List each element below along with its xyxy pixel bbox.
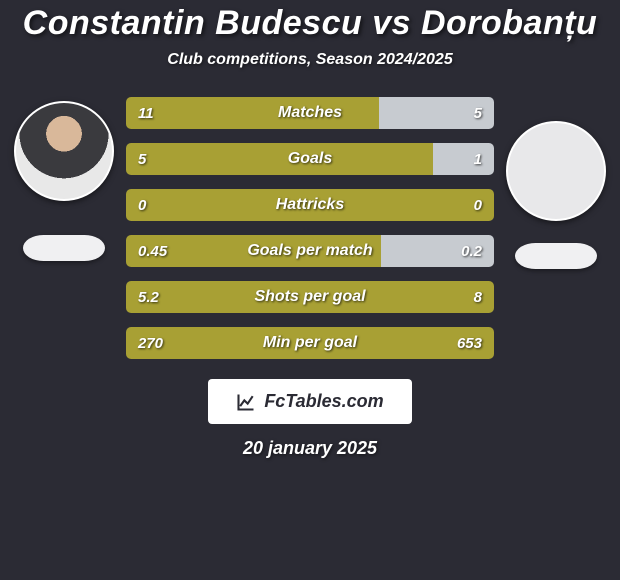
player1-team-badge bbox=[23, 235, 105, 261]
stat-bar-track bbox=[126, 143, 494, 175]
stat-bar-left bbox=[126, 281, 494, 313]
stat-bar-track bbox=[126, 281, 494, 313]
player2-name: Dorobanțu bbox=[421, 4, 597, 42]
stat-bar-track bbox=[126, 327, 494, 359]
stat-bar-left bbox=[126, 327, 494, 359]
vs-separator: vs bbox=[362, 4, 421, 42]
main-row: 11Matches5 5Goals1 0Hattricks0 0.45Goals pe… bbox=[0, 97, 620, 373]
stat-bar-left bbox=[126, 143, 433, 175]
stat-row: 11Matches5 bbox=[126, 97, 494, 129]
date-text: 20 january 2025 bbox=[243, 438, 377, 459]
footer: FcTables.com 20 january 2025 bbox=[0, 379, 620, 459]
stat-bar-right bbox=[381, 235, 494, 267]
stat-bar-right bbox=[379, 97, 494, 129]
player2-column bbox=[500, 97, 612, 373]
player1-avatar bbox=[14, 101, 114, 201]
stat-bar-left bbox=[126, 189, 494, 221]
stat-row: 270Min per goal653 bbox=[126, 327, 494, 359]
stat-row: 5.2Shots per goal8 bbox=[126, 281, 494, 313]
stat-bar-left bbox=[126, 235, 381, 267]
player1-column bbox=[8, 97, 120, 373]
player2-avatar bbox=[506, 121, 606, 221]
comparison-card: Constantin Budescu vs Dorobanțu Club com… bbox=[0, 0, 620, 459]
stat-row: 5Goals1 bbox=[126, 143, 494, 175]
stats-bars: 11Matches5 5Goals1 0Hattricks0 0.45Goals pe… bbox=[120, 97, 500, 373]
stat-bar-right bbox=[433, 143, 494, 175]
subtitle: Club competitions, Season 2024/2025 bbox=[0, 51, 620, 69]
stat-bar-track bbox=[126, 235, 494, 267]
stat-bar-track bbox=[126, 189, 494, 221]
stat-bar-track bbox=[126, 97, 494, 129]
page-title: Constantin Budescu vs Dorobanțu bbox=[0, 4, 620, 43]
player2-team-badge bbox=[515, 243, 597, 269]
player1-name: Constantin Budescu bbox=[23, 4, 363, 42]
stat-bar-left bbox=[126, 97, 379, 129]
stat-row: 0Hattricks0 bbox=[126, 189, 494, 221]
brand-text: FcTables.com bbox=[264, 391, 383, 412]
stat-row: 0.45Goals per match0.2 bbox=[126, 235, 494, 267]
chart-icon bbox=[236, 392, 256, 412]
brand-box[interactable]: FcTables.com bbox=[208, 379, 411, 424]
